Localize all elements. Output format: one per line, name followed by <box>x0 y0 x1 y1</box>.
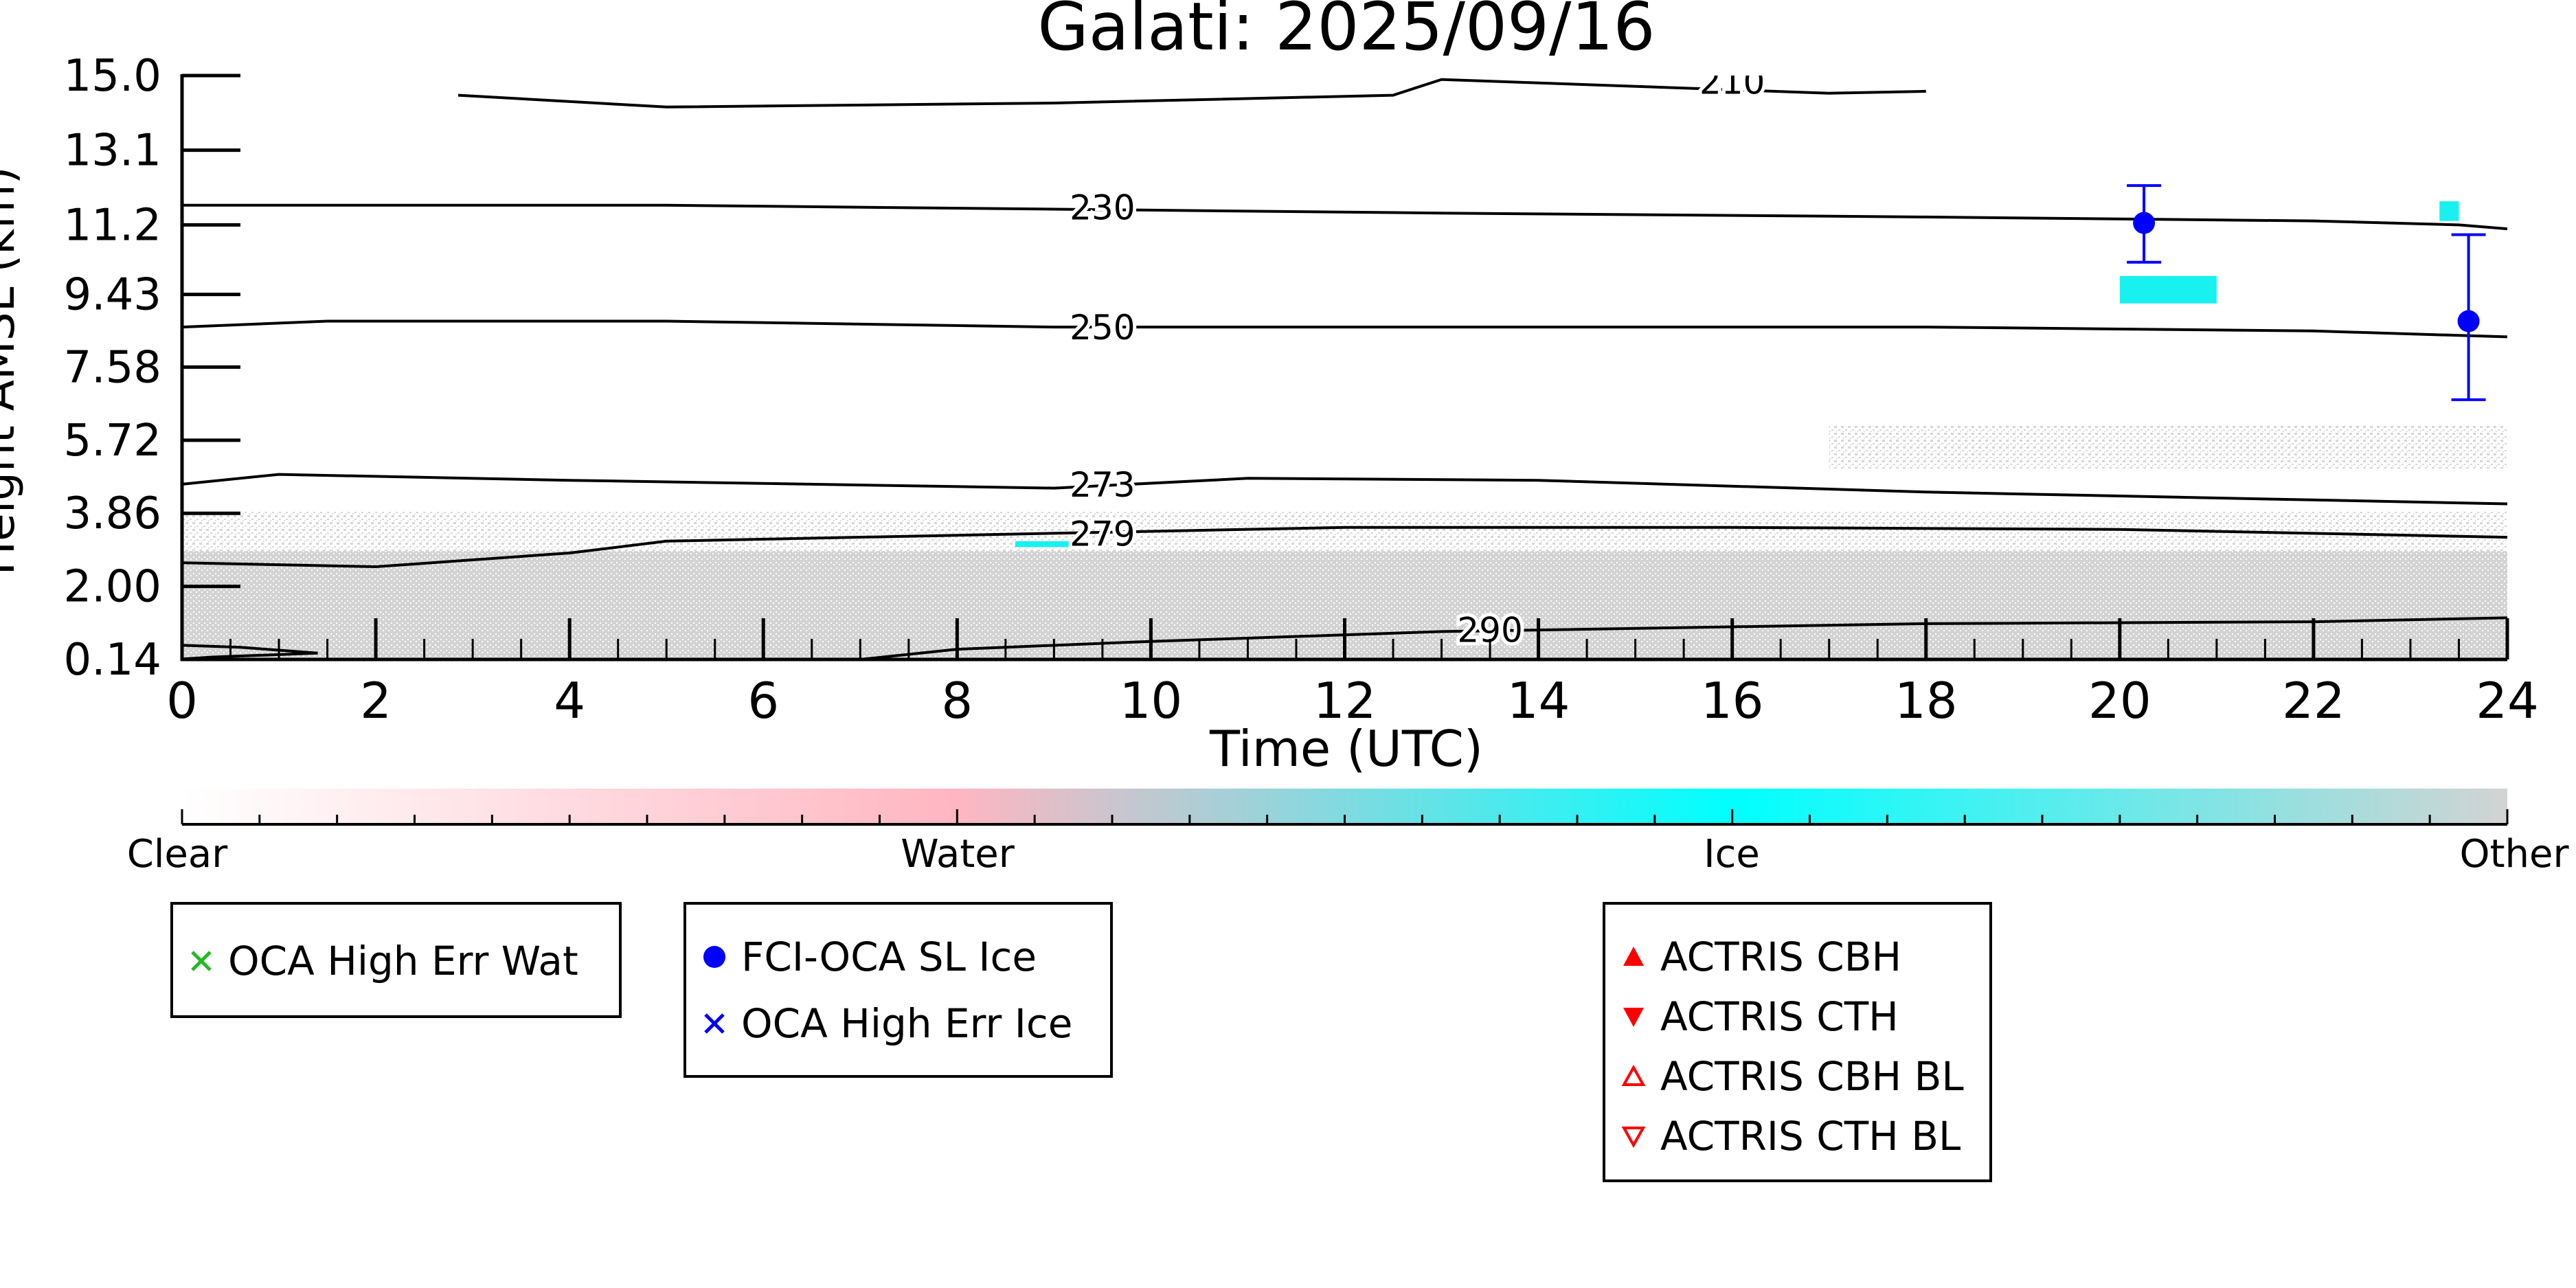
colorbar-label-clear: Clear <box>127 832 228 877</box>
colorbar: Clear Water Ice Other <box>127 789 2569 877</box>
x-tick-label: 2 <box>360 672 392 730</box>
legend-item-fci-oca-sl-ice: FCI-OCA SL Ice <box>697 929 1037 984</box>
data-point <box>2133 212 2156 234</box>
x-tick-label: 22 <box>2282 672 2345 730</box>
legend-item-oca-high-err-ice: OCA High Err Ice <box>697 996 1072 1051</box>
x-tick-label: 12 <box>1313 672 1377 730</box>
legend-water: OCA High Err Wat <box>170 902 622 1018</box>
x-marker-icon <box>191 951 212 971</box>
triangle-down-icon <box>1623 1008 1644 1027</box>
cloud-region-other <box>182 511 2507 552</box>
data-point <box>2457 310 2480 332</box>
x-tick-label: 4 <box>554 672 585 730</box>
temperature-contour-279 <box>182 526 2507 569</box>
legend-label: ACTRIS CTH <box>1660 993 1899 1040</box>
contour-label: 210 <box>1699 63 1765 102</box>
legend-item-actris-cth-bl: ACTRIS CTH BL <box>1616 1109 1961 1164</box>
legend-label: OCA High Err Ice <box>741 1000 1073 1047</box>
legend-actris: ACTRIS CBH ACTRIS CTH ACTRIS CBH BL ACTR… <box>1603 902 1992 1182</box>
y-tick-label: 3.86 <box>64 488 162 539</box>
y-tick-label: 7.58 <box>64 342 162 393</box>
chart-title: Galati: 2025/09/16 <box>1037 0 1655 65</box>
x-tick-label: 14 <box>1507 672 1570 730</box>
legend-ice: FCI-OCA SL Ice OCA High Err Ice <box>683 902 1113 1078</box>
legend-label: FCI-OCA SL Ice <box>741 934 1037 980</box>
contour-label: 273 <box>1070 465 1135 505</box>
legend-label: ACTRIS CTH BL <box>1660 1113 1961 1160</box>
x-tick-label: 18 <box>1895 672 1958 730</box>
y-tick-label: 11.2 <box>64 200 162 251</box>
contour-label: 279 <box>1070 514 1135 554</box>
contour-label: 230 <box>1070 188 1135 228</box>
x-tick-label: 6 <box>747 672 779 730</box>
triangle-down-open-icon <box>1621 1127 1646 1149</box>
x-tick-label: 10 <box>1120 672 1183 730</box>
y-axis-label: Height AMSL (km) <box>0 167 25 576</box>
temperature-contour-273 <box>182 473 2507 506</box>
x-marker-icon <box>704 1013 725 1034</box>
legend-item-actris-cth: ACTRIS CTH <box>1616 989 1899 1044</box>
triangle-up-open-icon <box>1621 1064 1646 1086</box>
triangle-up-icon <box>1623 947 1644 966</box>
x-tick-label: 16 <box>1701 672 1764 730</box>
cloud-region-ice <box>2439 201 2459 221</box>
colorbar-label-other: Other <box>2459 832 2569 877</box>
colorbar-label-ice: Ice <box>1704 832 1760 877</box>
x-tick-label: 20 <box>2088 672 2151 730</box>
legend-label: ACTRIS CBH <box>1660 934 1902 980</box>
legend-item-actris-cbh: ACTRIS CBH <box>1616 929 1901 984</box>
cloud-region-ice <box>2119 275 2217 304</box>
y-tick-label: 9.43 <box>64 270 162 321</box>
legend-item-oca-high-err-wat: OCA High Err Wat <box>184 934 578 988</box>
y-tick-label: 13.1 <box>64 126 162 177</box>
x-axis-label: Time (UTC) <box>1209 720 1483 778</box>
y-tick-label: 5.72 <box>64 416 162 466</box>
legend-label: ACTRIS CBH BL <box>1660 1053 1964 1100</box>
x-tick-label: 0 <box>166 672 198 730</box>
colorbar-label-water: Water <box>901 832 1015 877</box>
cloud-region-other <box>1829 425 2507 469</box>
legend-label: OCA High Err Wat <box>228 938 578 984</box>
x-tick-label: 8 <box>941 672 973 730</box>
x-tick-label: 24 <box>2476 672 2539 730</box>
cloud-region-ice <box>1015 541 1083 547</box>
y-tick-label: 15.0 <box>64 51 162 102</box>
circle-marker-icon <box>703 946 725 968</box>
plot-area: 2102302502732792900.142.003.865.727.589.… <box>64 51 2539 730</box>
contour-label: 250 <box>1070 308 1135 348</box>
legend-item-actris-cbh-bl: ACTRIS CBH BL <box>1616 1049 1964 1104</box>
y-tick-label: 0.14 <box>64 635 162 686</box>
temperature-contour-250 <box>182 319 2507 339</box>
temperature-contour-210 <box>457 78 1926 109</box>
temperature-contour-230 <box>182 203 2507 231</box>
y-tick-label: 2.00 <box>64 562 162 613</box>
